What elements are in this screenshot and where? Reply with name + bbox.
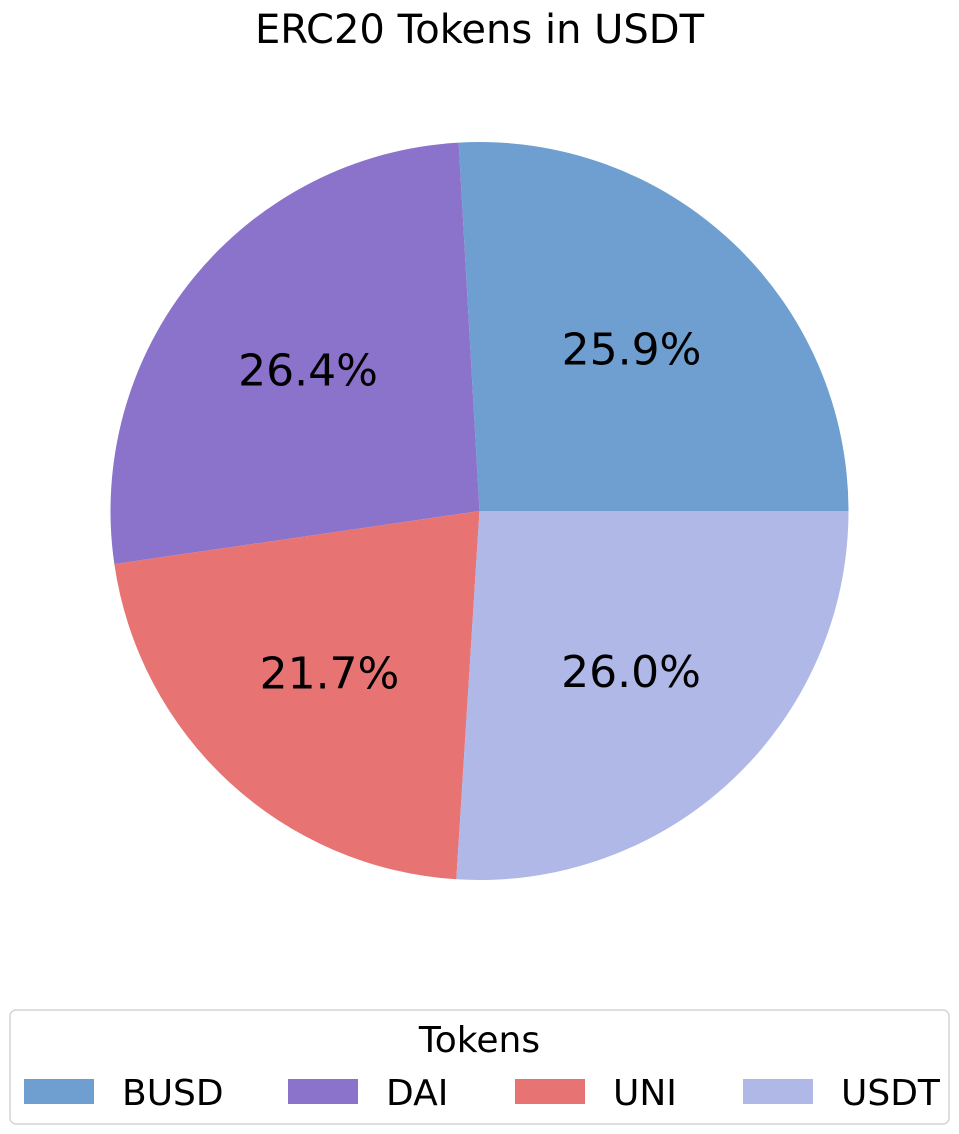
legend-swatch-dai <box>288 1079 358 1104</box>
legend-swatch-busd <box>24 1079 94 1104</box>
pie-slice-dai <box>110 142 480 565</box>
legend-label-uni: UNI <box>613 1073 677 1114</box>
legend-title: Tokens <box>418 1020 540 1061</box>
pie-label-dai: 26.4% <box>238 345 378 396</box>
pie-label-busd: 25.9% <box>562 325 702 376</box>
chart-title: ERC20 Tokens in USDT <box>255 7 705 53</box>
legend-frame <box>9 1009 950 1125</box>
legend-label-busd: BUSD <box>122 1073 224 1114</box>
legend-label-usdt: USDT <box>841 1073 941 1114</box>
legend-swatch-uni <box>515 1079 585 1104</box>
legend: Tokens BUSD DAI UNI USDT <box>9 1009 950 1125</box>
legend-swatch-usdt <box>743 1079 813 1104</box>
pie-slice-busd <box>458 142 849 512</box>
pie-slice-uni <box>114 511 480 880</box>
pie-slice-usdt <box>456 511 849 880</box>
pie-label-usdt: 26.0% <box>561 647 701 698</box>
legend-label-dai: DAI <box>386 1073 448 1114</box>
pie-label-uni: 21.7% <box>260 648 400 699</box>
pie-value-labels: 25.9% 26.4% 21.7% 26.0% <box>238 325 701 700</box>
legend-items: BUSD DAI UNI USDT <box>24 1073 941 1114</box>
pie-slices <box>110 142 849 880</box>
